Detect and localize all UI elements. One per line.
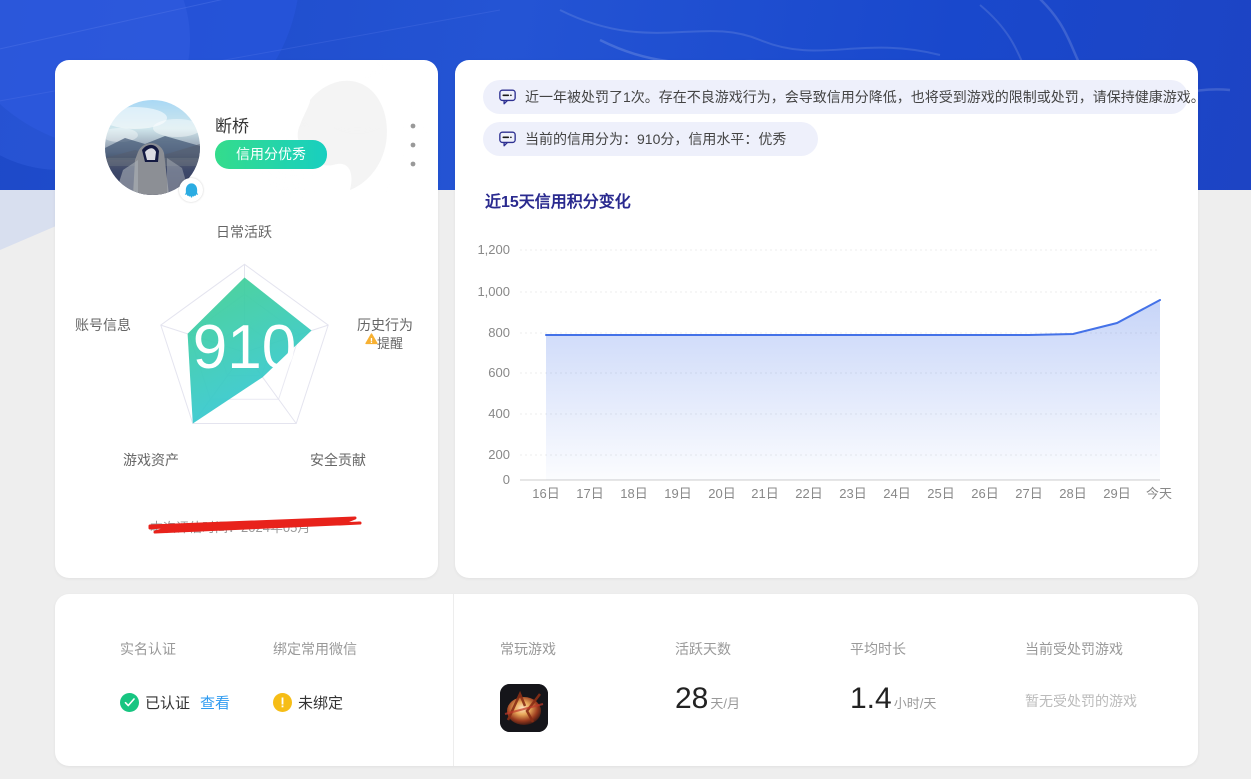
svg-text:27日: 27日 bbox=[1015, 486, 1042, 501]
svg-text:提醒: 提醒 bbox=[377, 336, 403, 351]
svg-text:游戏资产: 游戏资产 bbox=[123, 452, 179, 468]
svg-text:16日: 16日 bbox=[532, 486, 559, 501]
svg-text:18日: 18日 bbox=[620, 486, 647, 501]
svg-text:23日: 23日 bbox=[839, 486, 866, 501]
svg-text:日常活跃: 日常活跃 bbox=[216, 224, 272, 240]
svg-text:17日: 17日 bbox=[576, 486, 603, 501]
svg-text:今天: 今天 bbox=[1146, 486, 1172, 501]
svg-text:28日: 28日 bbox=[1059, 486, 1086, 501]
svg-text:25日: 25日 bbox=[927, 486, 954, 501]
svg-text:29日: 29日 bbox=[1103, 486, 1130, 501]
svg-text:800: 800 bbox=[488, 325, 510, 340]
svg-text:19日: 19日 bbox=[664, 486, 691, 501]
svg-text:600: 600 bbox=[488, 365, 510, 380]
svg-text:24日: 24日 bbox=[883, 486, 910, 501]
svg-text:安全贡献: 安全贡献 bbox=[310, 452, 366, 468]
svg-text:22日: 22日 bbox=[795, 486, 822, 501]
svg-text:20日: 20日 bbox=[708, 486, 735, 501]
svg-text:账号信息: 账号信息 bbox=[75, 317, 131, 333]
svg-text:26日: 26日 bbox=[971, 486, 998, 501]
svg-text:0: 0 bbox=[503, 472, 510, 487]
svg-text:21日: 21日 bbox=[751, 486, 778, 501]
svg-text:1,000: 1,000 bbox=[477, 284, 510, 299]
svg-text:200: 200 bbox=[488, 447, 510, 462]
svg-text:历史行为: 历史行为 bbox=[357, 317, 413, 333]
svg-text:910: 910 bbox=[193, 313, 296, 382]
svg-text:400: 400 bbox=[488, 406, 510, 421]
svg-text:1,200: 1,200 bbox=[477, 242, 510, 257]
